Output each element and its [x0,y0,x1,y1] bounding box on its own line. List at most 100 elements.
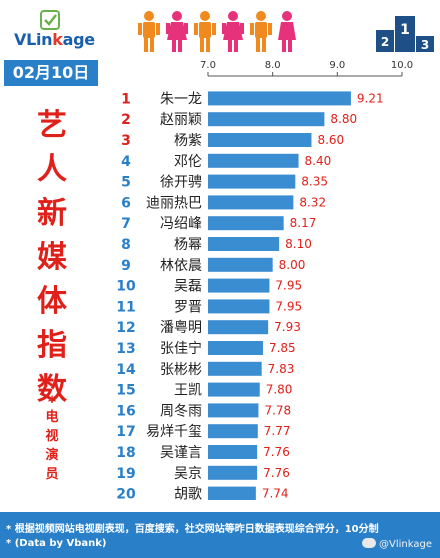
artist-name: 迪丽热巴 [146,195,202,211]
x-tick-label: 9.0 [329,60,345,71]
rank-number: 1 [121,91,131,107]
rank-number: 5 [121,175,131,191]
x-tick-label: 8.0 [265,60,281,71]
artist-name: 周冬雨 [160,403,202,419]
rank-number: 6 [121,195,131,211]
artist-name: 易烊千玺 [146,424,202,440]
svg-text:3: 3 [421,38,429,52]
brand-accent: k [52,30,63,49]
score-bar [208,153,299,168]
score-value-label: 7.95 [275,279,302,293]
artist-name: 吴磊 [174,279,202,295]
score-bar [208,403,259,418]
checkmark-logo-icon [40,10,60,30]
score-bar [208,299,270,314]
title-char: 数 [37,372,67,407]
rank-number: 19 [116,466,135,482]
svg-text:1: 1 [400,22,410,38]
score-value-label: 7.76 [263,445,290,459]
score-bar [208,133,312,147]
rank-number: 11 [116,299,135,315]
score-value-label: 7.74 [262,487,289,500]
rank-number: 15 [116,383,135,399]
person-icon [278,11,296,52]
subtitle-asterisk: * [47,392,57,411]
weibo-handle: @Vlinkage [362,538,432,550]
title-char: 艺 [37,108,67,143]
score-bar [208,341,263,355]
score-bar [208,216,284,231]
rank-number: 4 [121,154,131,170]
score-bar [208,174,296,189]
subtitle-char: 员 [45,467,59,482]
rank-number: 13 [116,341,135,357]
score-bar [208,320,269,335]
footer-note: * 根据视频网站电视剧表现，百度搜索，社交网站等昨日数据表现综合评分，10分制 [6,524,379,535]
x-tick-label: 10.0 [391,60,413,71]
weibo-handle-text: @Vlinkage [379,539,432,550]
score-value-label: 7.76 [263,466,290,480]
artist-name: 胡歌 [174,487,202,500]
score-bar [208,257,273,272]
artist-name: 朱一龙 [160,91,202,107]
score-bar [208,445,258,459]
person-icon [250,11,272,52]
artist-name: 罗晋 [174,299,202,315]
brand-suffix: age [62,30,96,49]
rank-number: 12 [116,320,135,336]
rank-number: 20 [116,487,136,500]
artist-name: 潘粤明 [160,320,202,336]
score-value-label: 7.80 [266,383,293,397]
vertical-subtitle: 电 视 演 员 [40,408,64,484]
score-bar [208,424,258,439]
artist-name: 杨幂 [174,237,202,253]
vertical-title: 艺 人 新 媒 体 指 数 [34,104,70,412]
svg-text:2: 2 [381,35,389,49]
title-char: 体 [37,284,67,319]
subtitle-char: 电 [45,410,59,425]
score-bar [208,382,260,397]
artist-name: 王凯 [174,383,202,399]
score-value-label: 9.21 [357,91,384,105]
artist-name: 徐开骋 [160,175,202,191]
rank-number: 2 [121,112,131,128]
score-value-label: 8.80 [330,112,357,126]
rank-number: 7 [121,216,131,232]
artist-name: 林依晨 [160,258,202,274]
score-value-label: 8.00 [279,258,306,272]
score-bar [208,486,256,500]
artist-name: 冯绍峰 [160,216,202,232]
score-bar [208,195,294,210]
title-char: 媒 [37,240,67,275]
artist-name: 吴谨言 [160,445,202,461]
artist-name: 杨紫 [174,133,202,149]
score-value-label: 7.83 [268,362,295,376]
date-badge: 02月10日 [4,60,98,86]
score-value-label: 7.95 [275,299,302,313]
score-bar [208,278,270,293]
rank-number: 8 [121,237,131,253]
rank-number: 14 [116,362,136,378]
score-value-label: 7.78 [264,403,291,417]
rank-number: 9 [121,258,131,274]
rank-number: 18 [116,445,135,461]
score-value-label: 7.77 [264,424,291,438]
score-value-label: 8.35 [301,175,328,189]
score-value-label: 8.17 [290,216,317,230]
brand-name: VLinkage [14,30,95,49]
title-char: 人 [37,152,67,187]
score-bar [208,361,262,376]
rank-number: 10 [116,279,136,295]
score-value-label: 7.85 [269,341,296,355]
score-value-label: 8.32 [299,195,326,209]
artist-name: 吴京 [174,466,202,482]
title-char: 新 [37,196,67,231]
score-value-label: 7.93 [274,320,301,334]
score-bar [208,237,280,251]
subtitle-char: 演 [45,448,59,463]
rank-number: 3 [121,133,131,149]
footer-source: * (Data by Vbank) [6,538,107,549]
people-icons [138,11,296,52]
rank-number: 17 [116,424,135,440]
vlinkage-logo: VLinkage [14,8,124,49]
